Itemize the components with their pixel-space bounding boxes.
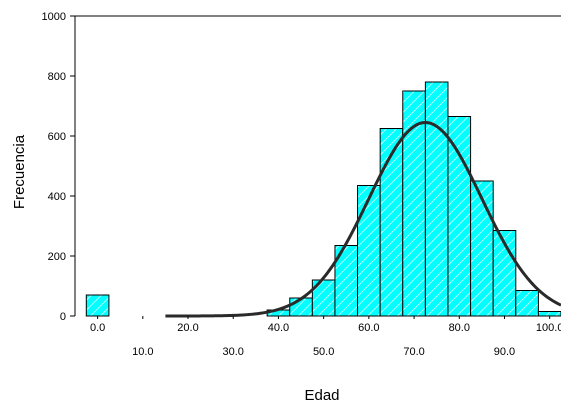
y-axis-ticks: 0 200 400 600 800 1000 [42,11,75,323]
x-tick-label: 10.0 [132,346,153,358]
x-tick-label: 100.0 [536,322,561,334]
histogram-bar [358,186,381,317]
x-tick-label: 40.0 [268,322,289,334]
x-tick-label: 80.0 [449,322,470,334]
y-tick-label: 800 [48,71,66,83]
x-tick-label: 60.0 [358,322,379,334]
x-tick-label: 50.0 [313,346,334,358]
y-tick-label: 0 [60,311,66,323]
histogram-bar [516,291,539,317]
x-tick-label: 30.0 [223,346,244,358]
histogram-bar [290,298,313,316]
y-tick-label: 1000 [42,11,66,23]
y-tick-label: 600 [48,131,66,143]
x-tick-label: 70.0 [403,346,424,358]
histogram-bar [538,312,561,317]
x-axis-ticks: 0.0 10.0 20.0 30.0 40.0 50.0 60.0 70.0 80.0 90.0 1… [90,316,561,358]
x-tick-label: 20.0 [177,322,198,334]
x-axis-title: Edad [304,387,339,404]
y-tick-label: 200 [48,251,66,263]
histogram-bars [86,82,561,316]
histogram-bar [448,117,471,317]
y-tick-label: 400 [48,191,66,203]
histogram-bar [425,82,448,316]
x-tick-label: 0.0 [90,322,105,334]
histogram-bar [86,295,109,316]
x-tick-label: 90.0 [494,346,515,358]
y-axis-title: Frecuencia [11,134,28,209]
